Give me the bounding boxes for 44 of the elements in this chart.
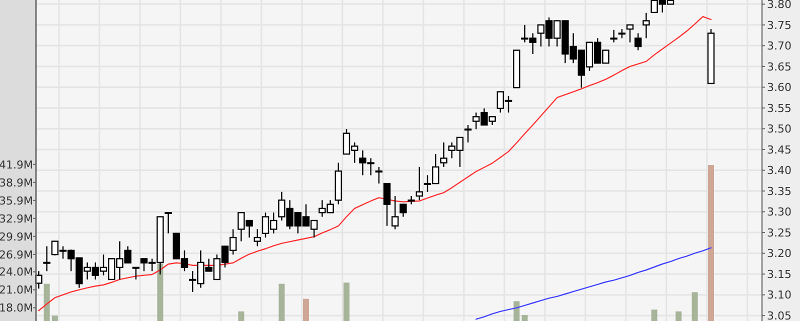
y-tick-label: 3.20 xyxy=(767,247,792,260)
y-tick-label: 3.30 xyxy=(767,206,792,219)
y-tick-label: 3.55 xyxy=(767,102,792,115)
y-tick-label: 3.70 xyxy=(767,40,792,53)
y-tick-label: 3.35 xyxy=(767,184,792,198)
y-tick-label: 3.75 xyxy=(767,18,792,32)
y2-tick-label: 26.9M xyxy=(0,248,33,262)
candlestick xyxy=(634,32,642,51)
y2-tick-label: 21.0M xyxy=(0,284,33,297)
candlestick xyxy=(392,195,399,230)
candlestick xyxy=(618,28,626,39)
candlestick xyxy=(464,124,472,144)
y2-tick-label: 41.9M xyxy=(0,158,33,172)
y-tick-label: 3.10 xyxy=(767,288,792,302)
candlestick xyxy=(164,212,172,234)
line-series xyxy=(38,16,712,312)
candlestick xyxy=(132,266,140,280)
y-tick-label: 3.05 xyxy=(767,309,792,321)
y-tick-label: 3.60 xyxy=(767,81,792,94)
candlestick xyxy=(440,142,448,168)
y2-tick-label: 35.9M xyxy=(0,194,33,208)
y2-tick-label: 29.9M xyxy=(0,230,33,244)
candlestick xyxy=(642,12,650,39)
y-tick-label: 3.15 xyxy=(767,268,792,281)
y2-tick-label: 32.9M xyxy=(0,212,33,226)
candlestick xyxy=(383,182,391,227)
candlestick xyxy=(400,203,407,218)
y2-tick-label: 38.9M xyxy=(0,176,33,190)
y2-tick-label: 18.0M xyxy=(0,302,33,315)
y-tick-label: 3.45 xyxy=(767,143,792,156)
line-series xyxy=(476,247,712,320)
candlestick xyxy=(408,195,415,205)
y-tick-label: 3.65 xyxy=(767,60,792,74)
candlestick xyxy=(626,24,634,43)
y-tick-label: 3.25 xyxy=(767,226,792,240)
y2-tick-label: 24.0M xyxy=(0,266,33,279)
candlestick xyxy=(610,29,618,43)
y-tick-label: 3.80 xyxy=(767,0,792,12)
y-tick-label: 3.40 xyxy=(767,164,792,178)
y-tick-label: 3.50 xyxy=(767,122,792,136)
candlestick xyxy=(416,166,423,201)
candlestick xyxy=(43,246,50,272)
candlestick xyxy=(254,228,261,247)
candlestick xyxy=(375,166,382,184)
